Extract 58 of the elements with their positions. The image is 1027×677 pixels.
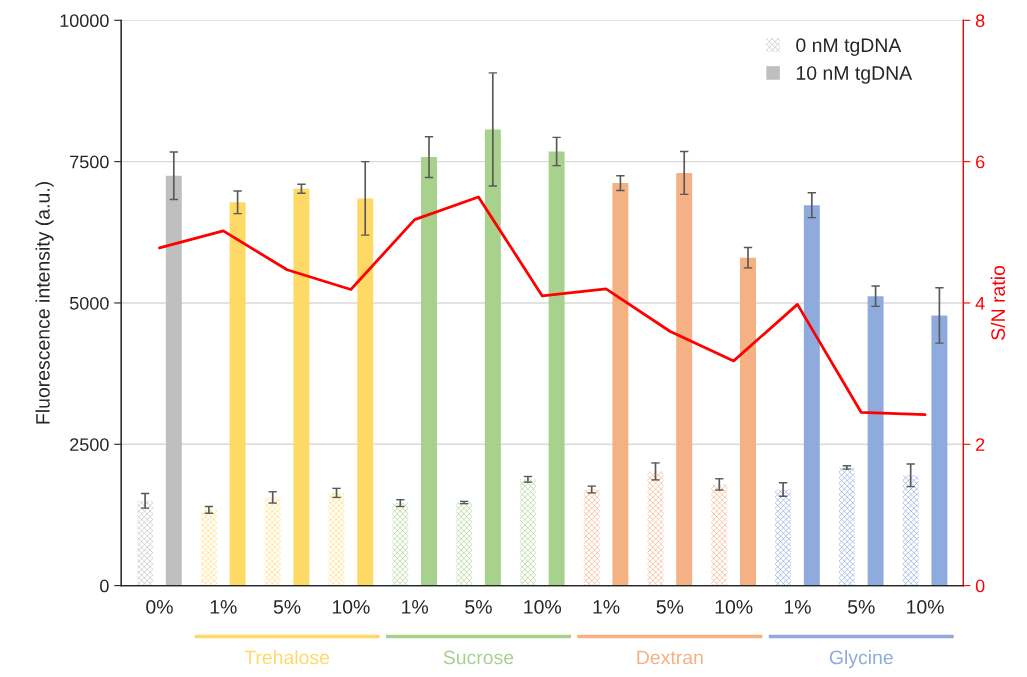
- y2-tick-label: 0: [975, 579, 985, 593]
- x-tick-label: 5%: [465, 600, 492, 614]
- legend-label: 10 nM tgDNA: [796, 66, 913, 84]
- text: Glycine: [829, 650, 893, 669]
- bar: [711, 484, 728, 586]
- x-tick-label: 1%: [784, 600, 811, 614]
- bar: [229, 202, 246, 586]
- bar: [548, 151, 565, 586]
- bar: [867, 296, 884, 586]
- bar: [740, 257, 756, 586]
- bar: [456, 502, 473, 586]
- x-tick-label: 10%: [715, 600, 753, 614]
- y2-tick-label: 4: [975, 297, 985, 310]
- y2-tick-label: 2: [976, 438, 985, 451]
- text: Dextran: [637, 650, 703, 665]
- line-series: [158, 195, 927, 416]
- bar: [803, 205, 820, 586]
- bar: [357, 198, 374, 586]
- bar: [775, 489, 792, 586]
- bar: [165, 175, 182, 586]
- y-tick-label: 7500: [70, 155, 109, 169]
- y-tick-label: 2500: [70, 438, 109, 451]
- y2-axis-title: S/N ratio: [990, 265, 1006, 340]
- bar: [137, 500, 154, 586]
- y-tick-label: 5000: [69, 296, 109, 310]
- x-tick-label: 5%: [656, 600, 684, 614]
- x-tick-label: 10%: [907, 600, 944, 614]
- y-tick-label: 0: [100, 579, 109, 593]
- y2-tick-label: 6: [976, 155, 985, 169]
- y-axis-title: Fluorescence intensity (a.u.): [35, 182, 54, 424]
- bar: [200, 509, 217, 586]
- x-tick-label: 5%: [847, 600, 875, 614]
- bar: [264, 497, 281, 586]
- x-tick-label: 10%: [332, 600, 370, 614]
- bar: [676, 172, 693, 586]
- text: Sucrose: [443, 650, 514, 665]
- bar: [838, 467, 855, 586]
- bar: [647, 471, 664, 586]
- bar: [328, 492, 345, 586]
- bar: [421, 157, 437, 586]
- x-tick-label: 0%: [146, 600, 173, 614]
- bar: [392, 503, 409, 586]
- bar: [519, 479, 536, 586]
- bar: [293, 188, 310, 586]
- bar: [931, 315, 948, 586]
- y-tick-label: 10000: [60, 14, 109, 28]
- bar: [484, 129, 501, 586]
- x-tick-label: 1%: [593, 600, 620, 614]
- legend-label: 0 nM tgDNA: [796, 38, 902, 56]
- bar: [612, 183, 629, 586]
- x-tick-label: 1%: [402, 600, 429, 614]
- x-tick-label: 10%: [524, 600, 562, 614]
- text: Trehalose: [244, 650, 330, 665]
- x-tick-label: 5%: [273, 600, 301, 614]
- bar: [583, 489, 600, 586]
- x-tick-label: 1%: [210, 600, 237, 614]
- y2-tick-label: 8: [975, 14, 985, 28]
- bar: [902, 475, 919, 586]
